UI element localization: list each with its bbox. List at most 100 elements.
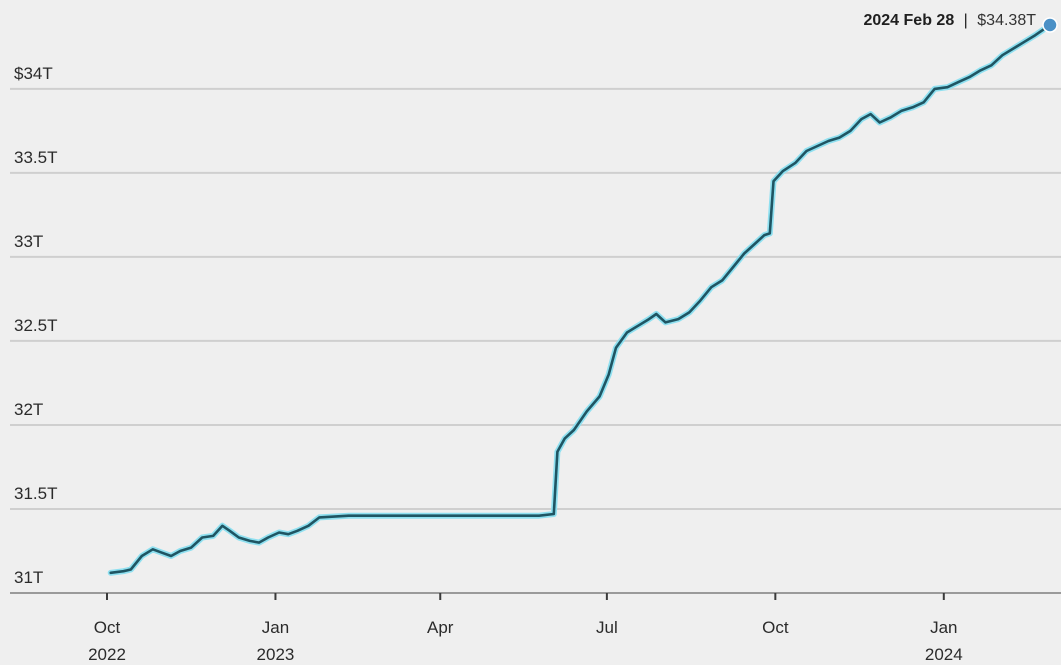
data-point <box>170 555 172 557</box>
data-point <box>648 318 650 320</box>
data-point <box>296 530 299 532</box>
data-point <box>732 266 735 268</box>
data-point <box>626 331 628 334</box>
data-point <box>1012 47 1015 50</box>
y-tick-label: 32.5T <box>14 316 57 335</box>
y-tick-label: 33.5T <box>14 148 57 167</box>
annotation-label: 2024 Feb 28 | $34.38T <box>863 12 1036 29</box>
data-point <box>743 252 746 255</box>
data-point <box>563 437 566 440</box>
x-tick-year-label: 2023 <box>257 645 295 664</box>
data-point <box>190 546 193 549</box>
data-point <box>179 550 182 552</box>
x-tick-label: Oct <box>762 618 789 637</box>
data-point <box>1023 41 1026 43</box>
data-point <box>307 524 310 527</box>
y-tick-label: 31T <box>14 568 43 587</box>
data-point <box>889 116 892 119</box>
data-point <box>772 180 775 183</box>
x-axis-ticks: Oct 2022 Jan 2023 Apr Jul Oct Jan 2024 <box>88 593 963 664</box>
data-point <box>922 101 925 104</box>
data-point <box>122 570 125 572</box>
data-point <box>710 286 713 288</box>
data-point <box>408 514 410 517</box>
y-tick-label: 32T <box>14 400 43 419</box>
latest-point-marker <box>1042 17 1058 33</box>
data-point <box>598 395 601 398</box>
data-point <box>140 555 143 557</box>
data-point <box>538 514 540 517</box>
data-point <box>979 69 982 72</box>
data-point <box>347 514 350 517</box>
series-layer <box>107 17 1058 576</box>
data-point <box>585 410 588 413</box>
data-point <box>267 536 269 539</box>
x-tick-label: Jan <box>930 618 957 637</box>
data-point <box>664 321 667 324</box>
data-point <box>900 109 903 112</box>
data-point <box>607 373 610 376</box>
annotation-value: $34.38T <box>977 12 1036 29</box>
data-point <box>655 313 658 315</box>
data-point <box>827 140 830 142</box>
data-point <box>552 513 555 515</box>
data-point <box>615 346 617 349</box>
data-point <box>933 88 936 90</box>
data-point <box>838 136 841 139</box>
annotation-separator: | <box>964 12 968 29</box>
y-axis-ticks: 31T 31.5T 32T 32.5T 33T 33.5T $34T <box>14 64 57 587</box>
x-tick-label: Apr <box>427 618 454 637</box>
data-point <box>769 232 771 235</box>
x-tick-year-label: 2022 <box>88 645 126 664</box>
data-point <box>688 311 691 314</box>
data-point <box>990 64 993 67</box>
data-point <box>637 325 639 327</box>
data-point <box>1034 34 1037 36</box>
data-point <box>911 106 914 109</box>
data-point <box>699 299 702 302</box>
data-point <box>677 318 680 320</box>
data-point <box>849 130 852 132</box>
x-tick-label: Oct <box>94 618 121 637</box>
data-point <box>754 242 756 245</box>
data-point <box>946 86 949 88</box>
x-tick-year-label: 2024 <box>925 645 963 664</box>
data-point <box>763 234 766 236</box>
data-point <box>221 524 224 527</box>
data-point <box>109 572 112 574</box>
data-point <box>201 536 204 539</box>
data-point <box>805 150 808 152</box>
data-point <box>161 551 163 554</box>
data-point <box>957 81 960 83</box>
y-tick-label: 33T <box>14 232 43 251</box>
y-tick-label: 31.5T <box>14 484 57 503</box>
data-point <box>318 516 321 519</box>
data-point <box>287 533 290 535</box>
data-point <box>249 540 251 542</box>
data-point <box>1001 54 1004 57</box>
data-point <box>130 568 132 571</box>
data-point <box>794 161 797 164</box>
y-tick-label: $34T <box>14 64 53 83</box>
x-tick-label: Jul <box>596 618 618 637</box>
data-point <box>968 76 971 78</box>
data-point <box>860 118 863 120</box>
data-point <box>278 531 280 534</box>
data-point <box>869 113 872 115</box>
annotation-date: 2024 Feb 28 <box>863 12 954 29</box>
gridlines <box>10 87 1061 594</box>
x-tick-label: Jan <box>262 618 289 637</box>
data-point <box>238 536 240 539</box>
data-point <box>721 279 724 282</box>
data-point <box>258 541 260 544</box>
series-line <box>109 23 1052 575</box>
data-point <box>212 535 215 537</box>
data-point <box>573 429 575 431</box>
data-point <box>228 530 231 532</box>
data-point <box>474 514 476 517</box>
data-point <box>781 170 784 173</box>
latest-value-annotation: 2024 Feb 28 | $34.38T <box>863 12 1036 29</box>
data-point <box>151 548 154 551</box>
data-point <box>556 451 559 453</box>
